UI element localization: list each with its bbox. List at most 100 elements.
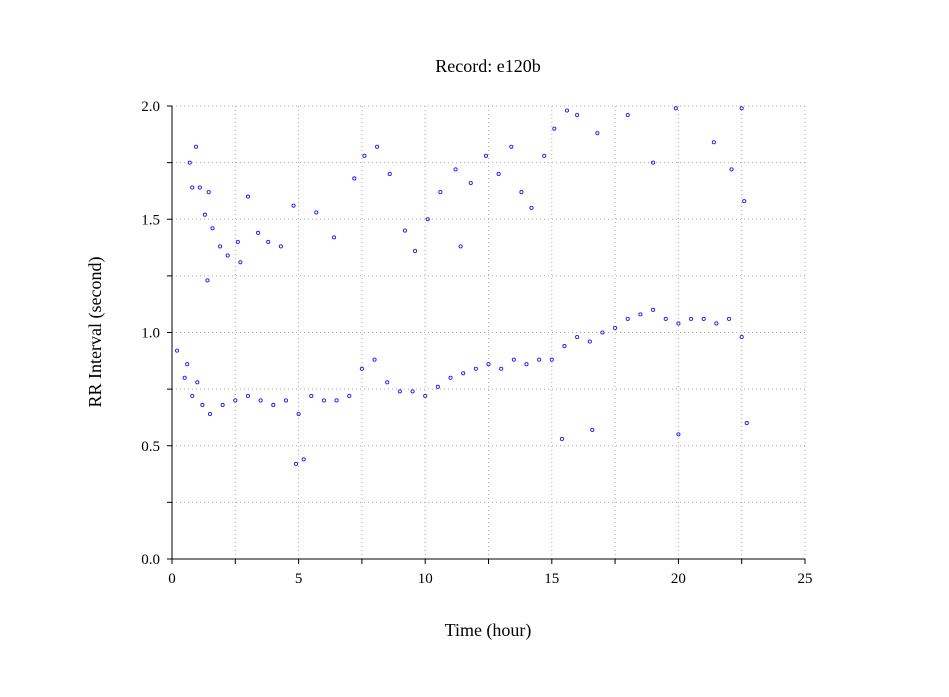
data-point [238, 260, 243, 265]
y-tick-label: 0.0 [141, 552, 160, 568]
data-point [207, 411, 213, 417]
data-point [202, 212, 207, 217]
data-point [372, 357, 377, 362]
data-point [314, 210, 319, 215]
data-point [595, 131, 600, 136]
data-point [575, 113, 580, 118]
data-point [200, 402, 205, 408]
data-point [182, 375, 187, 380]
data-point [739, 334, 744, 340]
data-point [387, 171, 392, 176]
data-point [197, 185, 202, 190]
data-point [742, 199, 747, 204]
data-point [385, 380, 390, 385]
data-point [362, 153, 367, 158]
data-point [266, 239, 271, 244]
data-point [352, 176, 357, 181]
data-point [331, 235, 337, 240]
data-point [625, 316, 630, 321]
data-point [559, 436, 564, 442]
data-point [496, 171, 501, 176]
data-point [625, 113, 630, 118]
data-point [587, 339, 592, 344]
data-point [205, 278, 210, 283]
y-tick-label: 1.5 [141, 212, 160, 228]
data-point [294, 461, 299, 466]
data-point [739, 106, 744, 111]
x-axis-label: Time (hour) [445, 620, 532, 641]
data-point [600, 330, 605, 335]
data-point [359, 366, 364, 371]
data-point [468, 180, 473, 186]
data-point [220, 402, 225, 408]
data-point [458, 244, 463, 249]
data-point [483, 153, 489, 158]
data-point [714, 321, 719, 326]
data-point [529, 205, 534, 210]
data-point [175, 348, 180, 353]
data-point [271, 402, 276, 408]
data-point [185, 362, 190, 367]
data-point [438, 190, 443, 195]
data-point [423, 393, 428, 398]
data-point [309, 393, 314, 398]
x-tick-label: 25 [798, 571, 813, 587]
data-point [726, 316, 732, 321]
x-tick-label: 20 [671, 571, 686, 587]
data-point [402, 228, 407, 233]
data-points [175, 106, 749, 466]
data-point [218, 244, 223, 249]
data-point [564, 108, 570, 113]
chart-title: Record: e120b [435, 56, 540, 76]
data-point [283, 398, 288, 403]
data-point [524, 362, 529, 367]
data-point [638, 312, 643, 317]
data-point [397, 389, 402, 394]
data-point [296, 411, 301, 417]
data-point [291, 203, 296, 208]
data-point [711, 140, 716, 145]
data-point [509, 144, 514, 149]
x-tick-label: 0 [168, 571, 176, 587]
data-point [590, 427, 595, 432]
data-point [206, 190, 211, 195]
y-tick-label: 0.5 [141, 439, 160, 455]
data-point [233, 398, 238, 403]
data-point [651, 160, 656, 165]
data-point [542, 153, 547, 158]
data-point [511, 357, 516, 362]
data-point [676, 321, 681, 326]
data-point [663, 316, 668, 321]
data-point [701, 316, 706, 321]
data-point [425, 217, 430, 222]
data-point [549, 357, 554, 362]
data-point [301, 457, 306, 462]
x-tick-label: 5 [295, 571, 303, 587]
data-point [651, 307, 656, 312]
data-point [461, 371, 466, 376]
data-point [562, 344, 567, 349]
data-point [676, 432, 681, 437]
data-point [194, 144, 199, 149]
data-point [187, 160, 192, 165]
data-point [235, 239, 240, 244]
data-point [613, 325, 618, 331]
data-point [552, 126, 557, 131]
data-point [256, 230, 261, 235]
y-tick-label: 1.0 [141, 326, 160, 342]
data-point [486, 362, 491, 367]
data-point [519, 190, 524, 195]
data-point [245, 393, 251, 398]
data-point [225, 253, 230, 258]
data-point [689, 316, 694, 321]
data-point [744, 421, 749, 426]
data-point [321, 398, 326, 403]
data-point [190, 393, 195, 398]
x-ticks: 0 5 10 15 20 25 [168, 559, 813, 587]
y-tick-label: 2.0 [141, 99, 160, 115]
data-point [673, 106, 678, 111]
data-point [537, 357, 542, 362]
data-point [435, 384, 440, 389]
data-point [473, 366, 478, 371]
